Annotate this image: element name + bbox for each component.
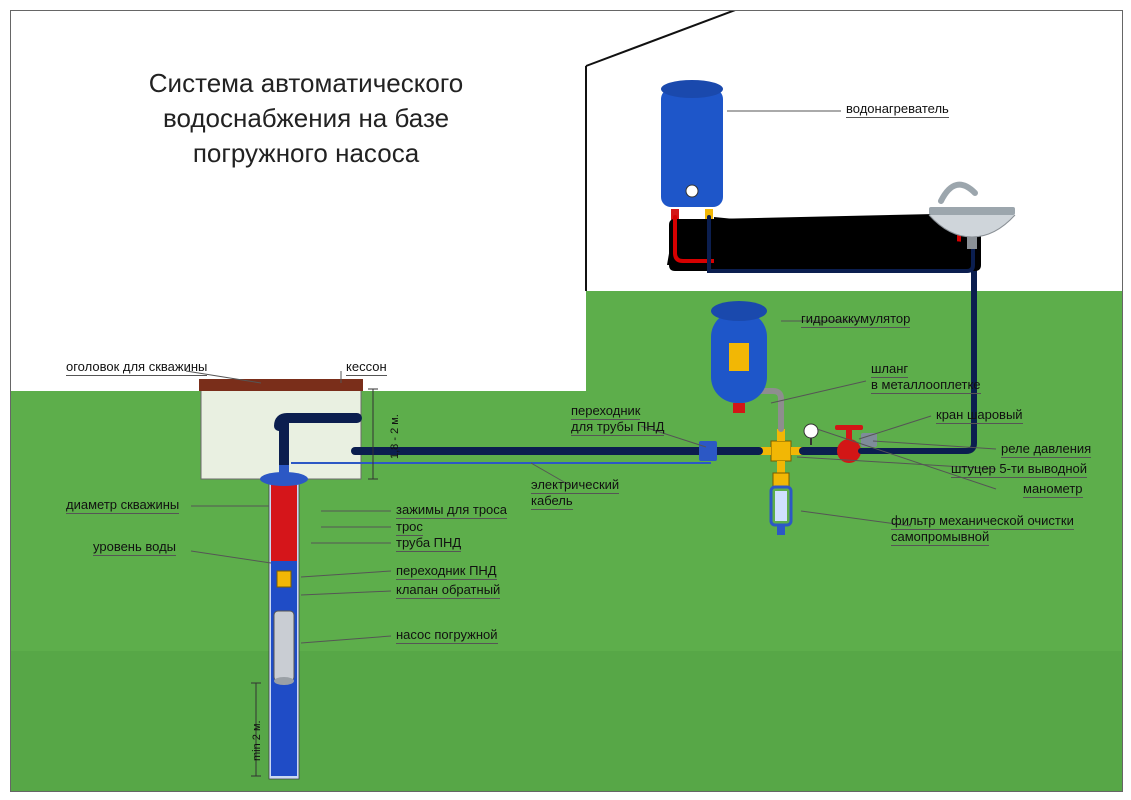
lbl-pertruby: переходникдля трубы ПНД [571, 403, 664, 436]
lbl-shlang: шлангв металлооплетке [871, 361, 981, 394]
ground-shade [11, 651, 1122, 791]
lbl-truba: труба ПНД [396, 535, 461, 550]
lbl-ogolovok: оголовок для скважины [66, 359, 207, 374]
water-heater [661, 80, 723, 221]
lbl-diam: диаметр скважины [66, 497, 179, 512]
lbl-manometr: манометр [1023, 481, 1083, 496]
lbl-gidro: гидроаккумулятор [801, 311, 910, 326]
lbl-heater: водонагреватель [846, 101, 949, 116]
diagram-frame: Система автоматическоговодоснабжения на … [10, 10, 1123, 792]
diagram-title: Система автоматическоговодоснабжения на … [96, 66, 516, 171]
lbl-mindepth: min 2 м. [251, 720, 263, 761]
lbl-clamps: зажимы для троса [396, 502, 507, 517]
lbl-kran: кран шаровый [936, 407, 1023, 422]
lbl-filter: фильтр механической очисткисамопромывной [891, 513, 1074, 546]
lbl-rele: реле давления [1001, 441, 1091, 456]
lbl-klapan: клапан обратный [396, 582, 500, 597]
lbl-shtutser: штуцер 5-ти выводной [951, 461, 1087, 476]
lbl-kesson: кессон [346, 359, 387, 374]
lbl-depth: 1,8 - 2 м. [389, 414, 401, 459]
lbl-elkabel: электрическийкабель [531, 477, 619, 510]
lbl-tros: трос [396, 519, 423, 534]
lbl-perpnd: переходник ПНД [396, 563, 497, 578]
lbl-water: уровень воды [93, 539, 176, 554]
lbl-pump: насос погружной [396, 627, 498, 642]
